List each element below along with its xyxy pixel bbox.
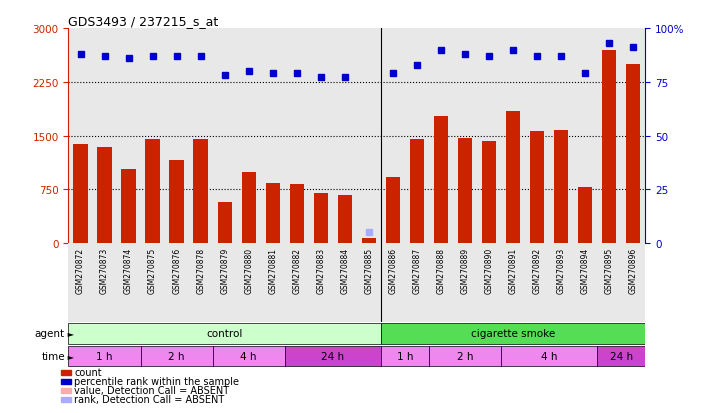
Bar — [362, 238, 376, 244]
Text: 4 h: 4 h — [541, 351, 557, 361]
Bar — [429, 346, 501, 366]
Text: ►: ► — [65, 352, 74, 361]
Text: GSM270882: GSM270882 — [292, 248, 301, 294]
Text: GSM270872: GSM270872 — [76, 248, 85, 294]
Bar — [74, 144, 88, 244]
Text: GSM270875: GSM270875 — [148, 248, 157, 294]
Text: 2 h: 2 h — [457, 351, 473, 361]
Text: GSM270892: GSM270892 — [533, 248, 541, 294]
Bar — [626, 65, 640, 244]
Text: control: control — [206, 328, 243, 339]
Bar — [554, 131, 568, 244]
Text: GSM270889: GSM270889 — [461, 248, 469, 294]
Text: GSM270880: GSM270880 — [244, 248, 253, 294]
Text: cigarette smoke: cigarette smoke — [471, 328, 555, 339]
Text: 4 h: 4 h — [241, 351, 257, 361]
Text: agent: agent — [35, 328, 65, 339]
Bar — [597, 346, 645, 366]
Bar — [381, 346, 429, 366]
Text: 1 h: 1 h — [97, 351, 112, 361]
Bar — [410, 140, 424, 244]
Text: GSM270888: GSM270888 — [436, 248, 446, 294]
Text: value, Detection Call = ABSENT: value, Detection Call = ABSENT — [74, 385, 229, 395]
Bar — [386, 178, 400, 244]
Text: rank, Detection Call = ABSENT: rank, Detection Call = ABSENT — [74, 394, 224, 404]
Bar — [61, 370, 71, 375]
Bar — [314, 194, 328, 244]
Bar — [97, 148, 112, 244]
Bar — [381, 323, 645, 344]
Bar — [193, 140, 208, 244]
Bar — [61, 388, 71, 393]
Text: GSM270879: GSM270879 — [220, 248, 229, 294]
Text: GSM270887: GSM270887 — [412, 248, 422, 294]
Text: 1 h: 1 h — [397, 351, 413, 361]
Text: GSM270894: GSM270894 — [580, 248, 590, 294]
Bar — [242, 172, 256, 244]
Bar — [482, 142, 496, 244]
Text: GSM270890: GSM270890 — [485, 248, 494, 294]
Text: GSM270878: GSM270878 — [196, 248, 205, 294]
Text: GSM270881: GSM270881 — [268, 248, 278, 294]
Text: GSM270896: GSM270896 — [629, 248, 638, 294]
Text: GSM270874: GSM270874 — [124, 248, 133, 294]
Bar — [285, 346, 381, 366]
Bar — [578, 188, 593, 244]
Text: GSM270891: GSM270891 — [508, 248, 518, 294]
Bar — [602, 50, 616, 244]
Text: 24 h: 24 h — [322, 351, 345, 361]
Text: 24 h: 24 h — [610, 351, 633, 361]
Text: GSM270886: GSM270886 — [389, 248, 397, 294]
Text: 2 h: 2 h — [169, 351, 185, 361]
Text: GSM270885: GSM270885 — [364, 248, 373, 294]
Bar — [121, 170, 136, 244]
Bar — [68, 346, 141, 366]
Bar — [141, 346, 213, 366]
Bar — [530, 132, 544, 244]
Text: percentile rank within the sample: percentile rank within the sample — [74, 376, 239, 386]
Text: GSM270884: GSM270884 — [340, 248, 350, 294]
Bar — [213, 346, 285, 366]
Bar — [169, 161, 184, 244]
Bar — [501, 346, 597, 366]
Bar — [506, 111, 521, 244]
Bar — [290, 184, 304, 244]
Text: GSM270893: GSM270893 — [557, 248, 566, 294]
Bar — [337, 196, 352, 244]
Text: GSM270873: GSM270873 — [100, 248, 109, 294]
Text: GSM270876: GSM270876 — [172, 248, 181, 294]
Text: GSM270883: GSM270883 — [317, 248, 325, 294]
Bar — [146, 140, 160, 244]
Bar — [434, 116, 448, 244]
Bar — [458, 138, 472, 244]
Bar — [61, 379, 71, 384]
Text: count: count — [74, 367, 102, 377]
Text: GSM270895: GSM270895 — [605, 248, 614, 294]
Text: ►: ► — [65, 329, 74, 338]
Text: time: time — [41, 351, 65, 361]
Bar — [68, 323, 381, 344]
Text: GDS3493 / 237215_s_at: GDS3493 / 237215_s_at — [68, 15, 218, 28]
Bar — [265, 183, 280, 244]
Bar — [218, 202, 232, 244]
Bar — [61, 397, 71, 402]
